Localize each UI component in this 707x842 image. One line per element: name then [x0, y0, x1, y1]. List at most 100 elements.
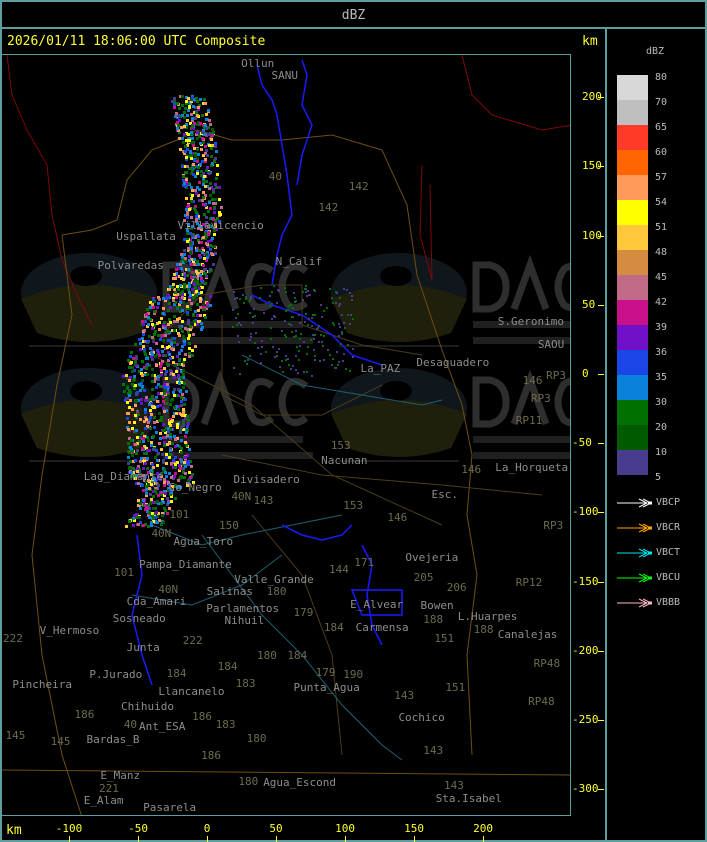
echo-pixel — [197, 215, 200, 218]
echo-pixel — [183, 133, 186, 136]
echo-pixel — [209, 295, 212, 298]
road-label: 150 — [219, 518, 239, 532]
echo-pixel — [182, 369, 185, 372]
echo-pixel — [202, 308, 205, 311]
echo-pixel — [150, 521, 153, 524]
echo-pixel — [154, 507, 157, 510]
echo-pixel — [146, 436, 149, 439]
echo-pixel — [191, 349, 194, 352]
road-label: 153 — [343, 499, 364, 513]
echo-pixel — [151, 395, 154, 398]
echo-pixel — [211, 128, 214, 131]
echo-pixel — [184, 441, 187, 444]
legend-color-swatch — [617, 375, 648, 400]
echo-pixel — [259, 297, 261, 299]
echo-pixel — [238, 322, 240, 324]
echo-pixel — [174, 115, 177, 118]
echo-pixel — [151, 353, 154, 356]
echo-pixel — [146, 449, 149, 452]
echo-pixel — [179, 486, 182, 489]
echo-pixel — [177, 275, 180, 278]
echo-pixel — [157, 494, 160, 497]
echo-pixel — [133, 519, 136, 522]
echo-pixel — [150, 441, 153, 444]
echo-pixel — [151, 349, 154, 352]
echo-pixel — [134, 360, 137, 363]
echo-pixel — [184, 214, 187, 217]
echo-pixel — [175, 412, 178, 415]
echo-pixel — [196, 222, 199, 225]
echo-pixel — [199, 297, 202, 300]
place-label: SAOU — [537, 337, 565, 351]
echo-pixel — [196, 277, 199, 280]
echo-pixel — [189, 251, 192, 254]
place-label: Salinas — [206, 585, 253, 599]
echo-pixel — [181, 330, 184, 333]
echo-pixel — [165, 297, 168, 300]
echo-pixel — [204, 102, 207, 105]
echo-pixel — [138, 370, 141, 373]
echo-pixel — [203, 268, 206, 271]
echo-pixel — [202, 180, 205, 183]
echo-pixel — [204, 237, 207, 240]
echo-pixel — [152, 501, 155, 504]
echo-pixel — [152, 490, 155, 493]
x-tick-label: 100 — [335, 822, 355, 835]
echo-pixel — [135, 364, 138, 367]
echo-pixel — [205, 169, 208, 172]
echo-pixel — [210, 147, 213, 150]
echo-pixel — [190, 227, 193, 230]
y-tick-mark — [598, 97, 604, 99]
echo-pixel — [143, 501, 146, 504]
echo-pixel — [175, 405, 178, 408]
echo-pixel — [191, 189, 194, 192]
echo-pixel — [189, 294, 192, 297]
echo-pixel — [172, 348, 175, 351]
echo-pixel — [179, 431, 182, 434]
echo-pixel — [180, 376, 183, 379]
echo-pixel — [169, 403, 172, 406]
province-border — [31, 234, 82, 815]
echo-pixel — [179, 95, 182, 98]
echo-pixel — [163, 468, 166, 471]
echo-pixel — [145, 452, 148, 455]
echo-pixel — [130, 351, 133, 354]
echo-pixel — [170, 372, 173, 375]
echo-pixel — [191, 194, 194, 197]
echo-pixel — [288, 364, 290, 366]
echo-pixel — [195, 290, 198, 293]
road-label: RP48 — [528, 694, 555, 708]
echo-pixel — [146, 467, 149, 470]
echo-pixel — [147, 439, 150, 442]
echo-pixel — [179, 429, 182, 432]
echo-pixel — [185, 285, 188, 288]
echo-pixel — [193, 272, 196, 275]
echo-pixel — [203, 272, 206, 275]
echo-pixel — [147, 504, 150, 507]
echo-pixel — [295, 330, 297, 332]
echo-pixel — [139, 473, 142, 476]
echo-pixel — [155, 482, 158, 485]
echo-pixel — [182, 361, 185, 364]
place-label: E_Manz — [100, 769, 141, 783]
echo-pixel — [295, 369, 297, 371]
echo-pixel — [168, 483, 171, 486]
echo-pixel — [181, 95, 184, 98]
place-label: Ant_ESA — [139, 719, 186, 733]
radar-map[interactable]: Ollun SANU Villavicencio Uspallata Polvareda… — [1, 54, 571, 816]
road-label: 205 — [413, 571, 434, 585]
echo-pixel — [187, 204, 190, 207]
echo-pixel — [209, 217, 212, 220]
echo-pixel — [144, 373, 147, 376]
echo-pixel — [212, 263, 215, 266]
echo-pixel — [194, 106, 197, 109]
echo-pixel — [154, 516, 157, 519]
echo-pixel — [141, 432, 144, 435]
echo-pixel — [184, 417, 187, 420]
echo-pixel — [192, 144, 195, 147]
echo-pixel — [173, 412, 176, 415]
echo-pixel — [188, 347, 191, 350]
echo-pixel — [141, 447, 144, 450]
echo-pixel — [197, 153, 200, 156]
echo-pixel — [182, 408, 185, 411]
